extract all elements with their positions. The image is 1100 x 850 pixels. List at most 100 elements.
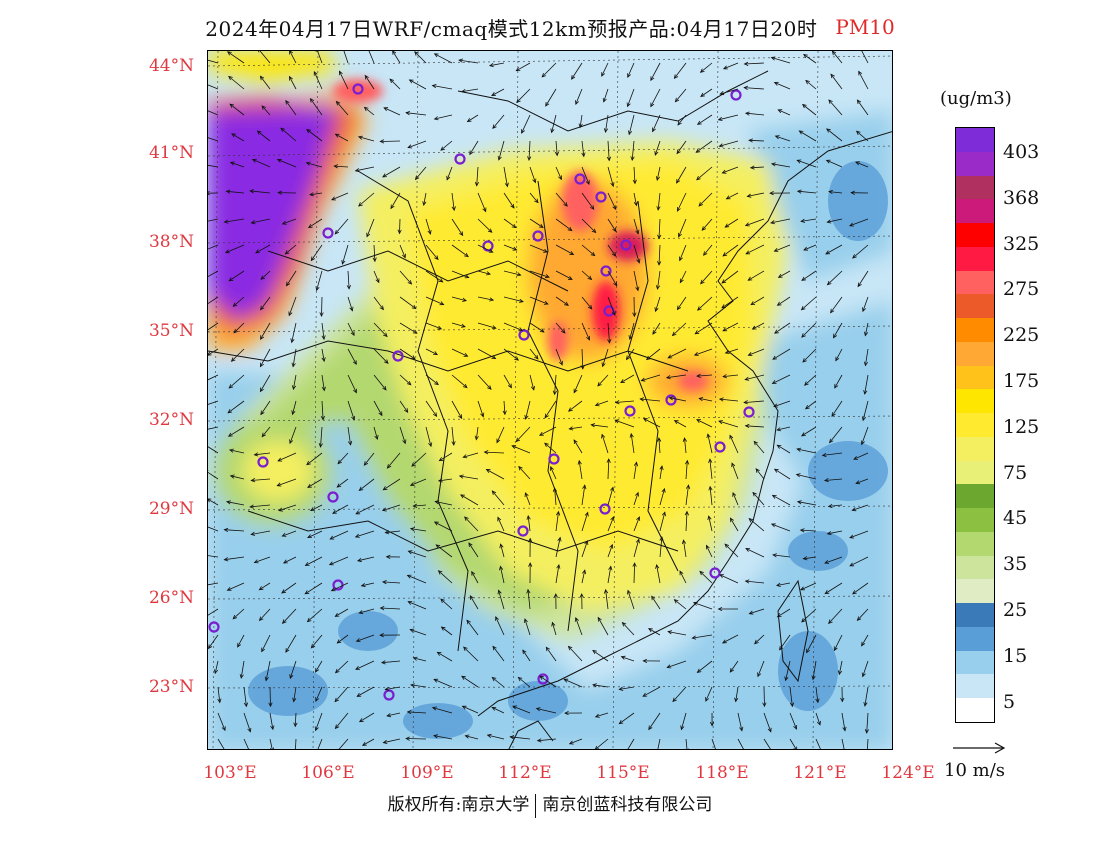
wind-arrow (615, 400, 635, 403)
wind-arrow (261, 105, 271, 116)
wind-arrow (285, 100, 297, 116)
wind-arrow (347, 374, 357, 393)
lat-tick-23: 23°N (148, 677, 194, 697)
wind-arrow-head (699, 570, 704, 576)
wind-arrow-head (732, 491, 737, 497)
wind-arrow-head (433, 521, 439, 526)
wind-arrow (331, 192, 349, 201)
legend-swatch (956, 603, 994, 628)
wind-arrow (555, 348, 563, 366)
wind-arrow (731, 462, 739, 480)
wind-arrow (518, 466, 531, 480)
wind-arrow-head (459, 231, 464, 237)
wind-arrow-head (855, 161, 860, 166)
wind-arrow-head (353, 388, 357, 394)
wind-arrow (282, 608, 297, 624)
wind-arrow (678, 218, 687, 237)
wind-arrow (801, 426, 817, 437)
lon-tick-124: 124°E (881, 763, 935, 783)
wind-arrow (315, 660, 323, 673)
wind-arrow-head (608, 565, 613, 571)
wind-arrow (343, 51, 349, 64)
wind-arrow-head (626, 102, 631, 108)
wind-arrow-head (700, 279, 705, 285)
wind-arrow-head (434, 380, 439, 386)
wind-arrow-head (314, 726, 319, 732)
wind-arrow-head (648, 725, 653, 731)
pm10-concentration-map[interactable] (207, 50, 893, 750)
wind-arrow-head (383, 107, 389, 112)
wind-arrow (640, 398, 661, 402)
wind-arrow-head (864, 729, 869, 734)
wind-arrow-head (382, 173, 387, 178)
wind-arrow-head (461, 705, 467, 710)
wind-arrow-head (538, 431, 544, 436)
wind-arrow-head (523, 618, 528, 623)
legend-label: 5 (1003, 690, 1016, 713)
wind-arrow-head (451, 441, 456, 446)
wind-arrow (815, 686, 819, 703)
wind-arrow-head (777, 273, 783, 278)
wind-arrow-head (557, 536, 562, 542)
wind-arrow (503, 296, 524, 303)
wind-arrow (308, 218, 323, 228)
wind-arrow-head (280, 127, 285, 132)
wind-arrow (451, 400, 463, 419)
wind-arrow-head (355, 666, 360, 670)
wind-arrow (259, 608, 271, 621)
wind-arrow-head (519, 298, 524, 303)
wind-arrow (744, 400, 765, 403)
wind-arrow-head (357, 557, 362, 563)
wind-arrow-head (744, 376, 750, 381)
wind-arrow-head (462, 297, 467, 302)
wind-arrow-head (412, 329, 418, 334)
wind-arrow (260, 296, 271, 310)
wind-arrow (545, 88, 557, 107)
wind-arrow (451, 218, 464, 236)
wind-arrow-head (800, 305, 806, 311)
wind-arrow (763, 686, 765, 707)
wind-arrow-head (659, 536, 664, 542)
wind-arrow (772, 348, 791, 360)
wind-arrow (469, 595, 479, 610)
wind-arrow (282, 218, 297, 225)
wind-arrow-head (722, 252, 728, 257)
wind-arrow (288, 296, 297, 316)
wind-arrow-head (567, 645, 573, 651)
wind-arrow (619, 712, 635, 725)
wind-arrow-head (521, 129, 525, 134)
wind-arrow (498, 140, 505, 161)
wind-arrow (841, 738, 845, 749)
wind-arrow (347, 426, 351, 445)
wind-arrow (633, 516, 640, 532)
wind-arrow-head (802, 556, 808, 561)
wind-arrow (668, 348, 687, 359)
wind-arrow (285, 634, 297, 653)
wind-arrow (477, 192, 487, 212)
wind-arrow-head (671, 331, 677, 337)
wind-arrow-head (579, 593, 584, 598)
wind-arrow-head (554, 151, 559, 157)
legend-label: 175 (1003, 370, 1040, 392)
wind-arrow-head (594, 402, 600, 407)
wind-arrow-head (708, 458, 713, 464)
wind-arrow-head (800, 218, 806, 223)
wind-arrow (432, 707, 453, 714)
wind-arrow (619, 686, 635, 690)
wind-arrow-head (334, 612, 340, 617)
wind-arrow (208, 218, 219, 222)
wind-arrow-head (291, 362, 296, 368)
wind-arrow-head (632, 562, 637, 567)
wind-arrow-head (573, 439, 578, 445)
wind-arrow-head (635, 491, 639, 497)
wind-arrow-head (229, 161, 235, 166)
wind-arrow-head (304, 562, 310, 566)
wind-arrow (864, 322, 869, 336)
wind-arrow-head (510, 203, 515, 209)
wind-arrow-head (460, 88, 466, 94)
boundaries (208, 70, 892, 749)
wind-arrow (438, 570, 453, 584)
wind-arrow (699, 398, 713, 402)
wind-arrow-head (208, 498, 212, 503)
wind-arrow-head (458, 58, 464, 63)
